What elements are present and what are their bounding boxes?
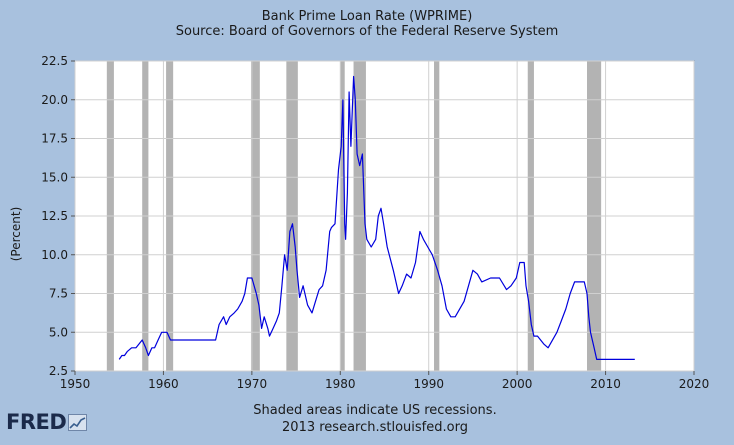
y-axis-ticks: 2.5 5.0 7.5 10.0 12.5 15.0 17.5 20.0 22.5: [41, 54, 75, 378]
gridlines: [74, 60, 695, 372]
footer-note: Shaded areas indicate US recessions.: [253, 403, 496, 418]
y-tick-label-8: 22.5: [41, 54, 68, 68]
x-tick-label-7: 2020: [679, 377, 710, 391]
series-line-0: [118, 75, 635, 360]
fred-logo-text: FRED: [6, 410, 67, 434]
y-tick-label-5: 15.0: [41, 170, 68, 184]
y-tick-label-3: 10.0: [41, 248, 68, 262]
x-tick-label-5: 2000: [502, 377, 533, 391]
fred-logo[interactable]: FRED: [6, 410, 88, 434]
x-tick-label-1: 1960: [148, 377, 179, 391]
x-tick-label-4: 1990: [413, 377, 444, 391]
x-tick-label-2: 1970: [237, 377, 268, 391]
y-tick-label-0: 2.5: [49, 364, 68, 378]
x-tick-label-3: 1980: [325, 377, 356, 391]
y-tick-label-7: 20.0: [41, 93, 68, 107]
y-axis-label: (Percent): [9, 207, 23, 262]
y-tick-label-1: 5.0: [49, 325, 68, 339]
series-layer: [118, 75, 635, 360]
x-axis-ticks: 1950 1960 1970 1980 1990 2000 2010 2020: [60, 371, 710, 391]
y-tick-label-4: 12.5: [41, 209, 68, 223]
chart-subtitle: Source: Board of Governors of the Federa…: [176, 24, 559, 39]
footer-credit: 2013 research.stlouisfed.org: [282, 420, 468, 435]
y-tick-label-6: 17.5: [41, 132, 68, 146]
x-tick-label-0: 1950: [60, 377, 91, 391]
y-tick-label-2: 7.5: [49, 287, 68, 301]
x-tick-label-6: 2010: [590, 377, 621, 391]
graph-icon: [68, 413, 88, 431]
chart-title: Bank Prime Loan Rate (WPRIME): [262, 9, 473, 24]
